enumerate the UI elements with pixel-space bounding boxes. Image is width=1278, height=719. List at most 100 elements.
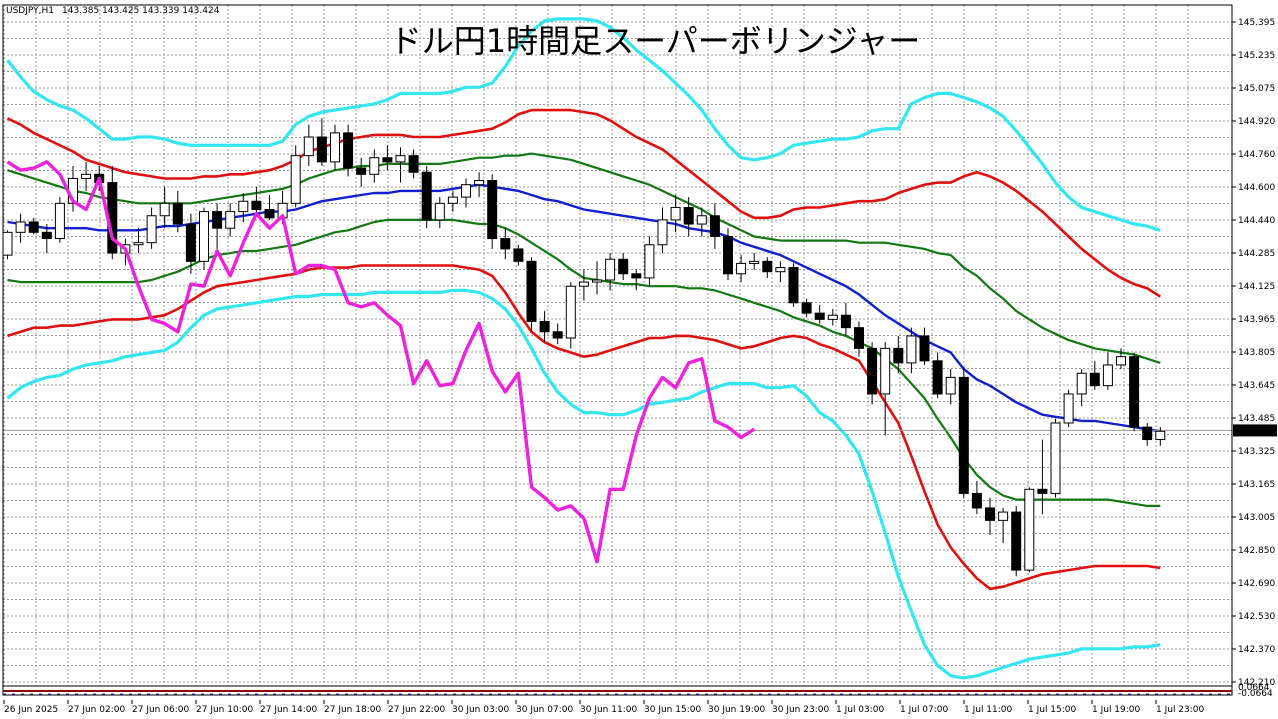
candle [775,261,786,283]
candle-body-up [998,511,1009,521]
candle [971,480,982,515]
candle-body-up [369,157,380,175]
candle [487,174,498,249]
plot-frame [2,4,1233,696]
y-tick-label: 143.325 [1238,447,1275,457]
candle-body-down [251,200,262,211]
candle [434,197,445,229]
candle [28,217,39,235]
candle-body-down [958,376,969,494]
upper-3sigma-line [6,17,1161,232]
candle-body-up [749,260,760,264]
candle [919,327,930,365]
candle-body-down [854,327,864,349]
candle-body-up [290,155,301,204]
candle [369,149,380,183]
candle [408,149,419,179]
candle-body-up [670,206,681,221]
candle-body-down [1142,426,1153,441]
y-tick-label: 142.850 [1238,546,1275,556]
x-tick-label: 27 Jun 06:00 [132,705,189,715]
candle [447,190,458,212]
candle [526,257,537,332]
chart-title: ドル円1時間足スーパーボリンジャー [390,22,920,60]
candle [133,228,144,254]
axis-layer: 145.395 145.235 145.075 144.920 144.760 144.6… [3,18,1277,715]
candle-body-up [605,258,616,281]
candle [1063,389,1074,428]
y-tick-label: 144.920 [1238,117,1275,127]
candle-body-down [1089,372,1100,387]
candle [683,197,694,237]
x-tick-label: 30 Jun 03:00 [452,705,509,715]
candle-body-down [382,157,393,163]
x-tick-label: 1 Jul 11:00 [964,705,1013,715]
candle [867,342,878,405]
candle [578,269,589,301]
x-tick-label: 30 Jun 23:00 [772,705,829,715]
candle [552,323,563,345]
y-tick-label: 144.125 [1238,282,1275,292]
candle-body-up [2,231,13,256]
lagging-span-line [6,160,756,564]
candle [644,236,655,287]
sub-axis-label: -0.0664 [1238,689,1273,699]
candle [1037,439,1048,515]
candle [1116,348,1126,370]
current-price-tag [1233,424,1277,437]
candle [565,282,576,349]
sub-axis-label: 0.0664 [1238,683,1270,693]
candle [1089,360,1100,390]
candle-body-down [264,209,275,219]
candle-body-up [225,211,236,229]
candle [238,192,249,222]
candle-body-up [159,202,170,217]
candle [605,253,616,291]
candle [474,172,485,198]
candle-body-down [356,167,367,175]
candle-body-up [447,196,458,204]
candle-body-down [762,260,773,273]
candle-body-up [395,155,406,163]
candle-body-up [736,262,747,275]
candle [880,342,891,436]
current-price-label: 143.424 [1236,427,1273,437]
candle [736,255,747,283]
candle-body-up [1076,372,1087,395]
candle [801,298,812,318]
y-tick-label: 143.805 [1238,348,1275,358]
candle-body-up [565,285,576,339]
candle [382,145,393,171]
candle [356,157,367,187]
candle [316,118,327,167]
x-tick-label: 30 Jun 19:00 [708,705,765,715]
candle [723,228,733,280]
candle-body-up [644,244,655,279]
lower-3sigma-line [6,288,1161,680]
candle-body-down [618,258,629,275]
candle-body-down [919,335,930,362]
candle [212,203,223,249]
candle [827,309,838,326]
candle [762,257,773,278]
candle-body-down [408,155,419,173]
candle [985,497,995,535]
y-tick-label: 145.395 [1238,18,1275,28]
candle [303,124,314,167]
candle-body-up [461,184,471,198]
y-tick-label: 142.210 [1238,678,1275,688]
candle [1102,352,1113,390]
candle-body-down [513,248,524,262]
candle [670,195,681,233]
y-tick-label: 142.530 [1238,612,1275,622]
candle-body-down [1037,488,1048,494]
candle-body-up [880,347,891,395]
candle-body-up [238,200,249,213]
candle [958,367,969,498]
y-tick-label: 144.440 [1238,216,1275,226]
candle [1011,505,1022,577]
candle-body-up [1102,364,1113,387]
candle [945,369,956,405]
